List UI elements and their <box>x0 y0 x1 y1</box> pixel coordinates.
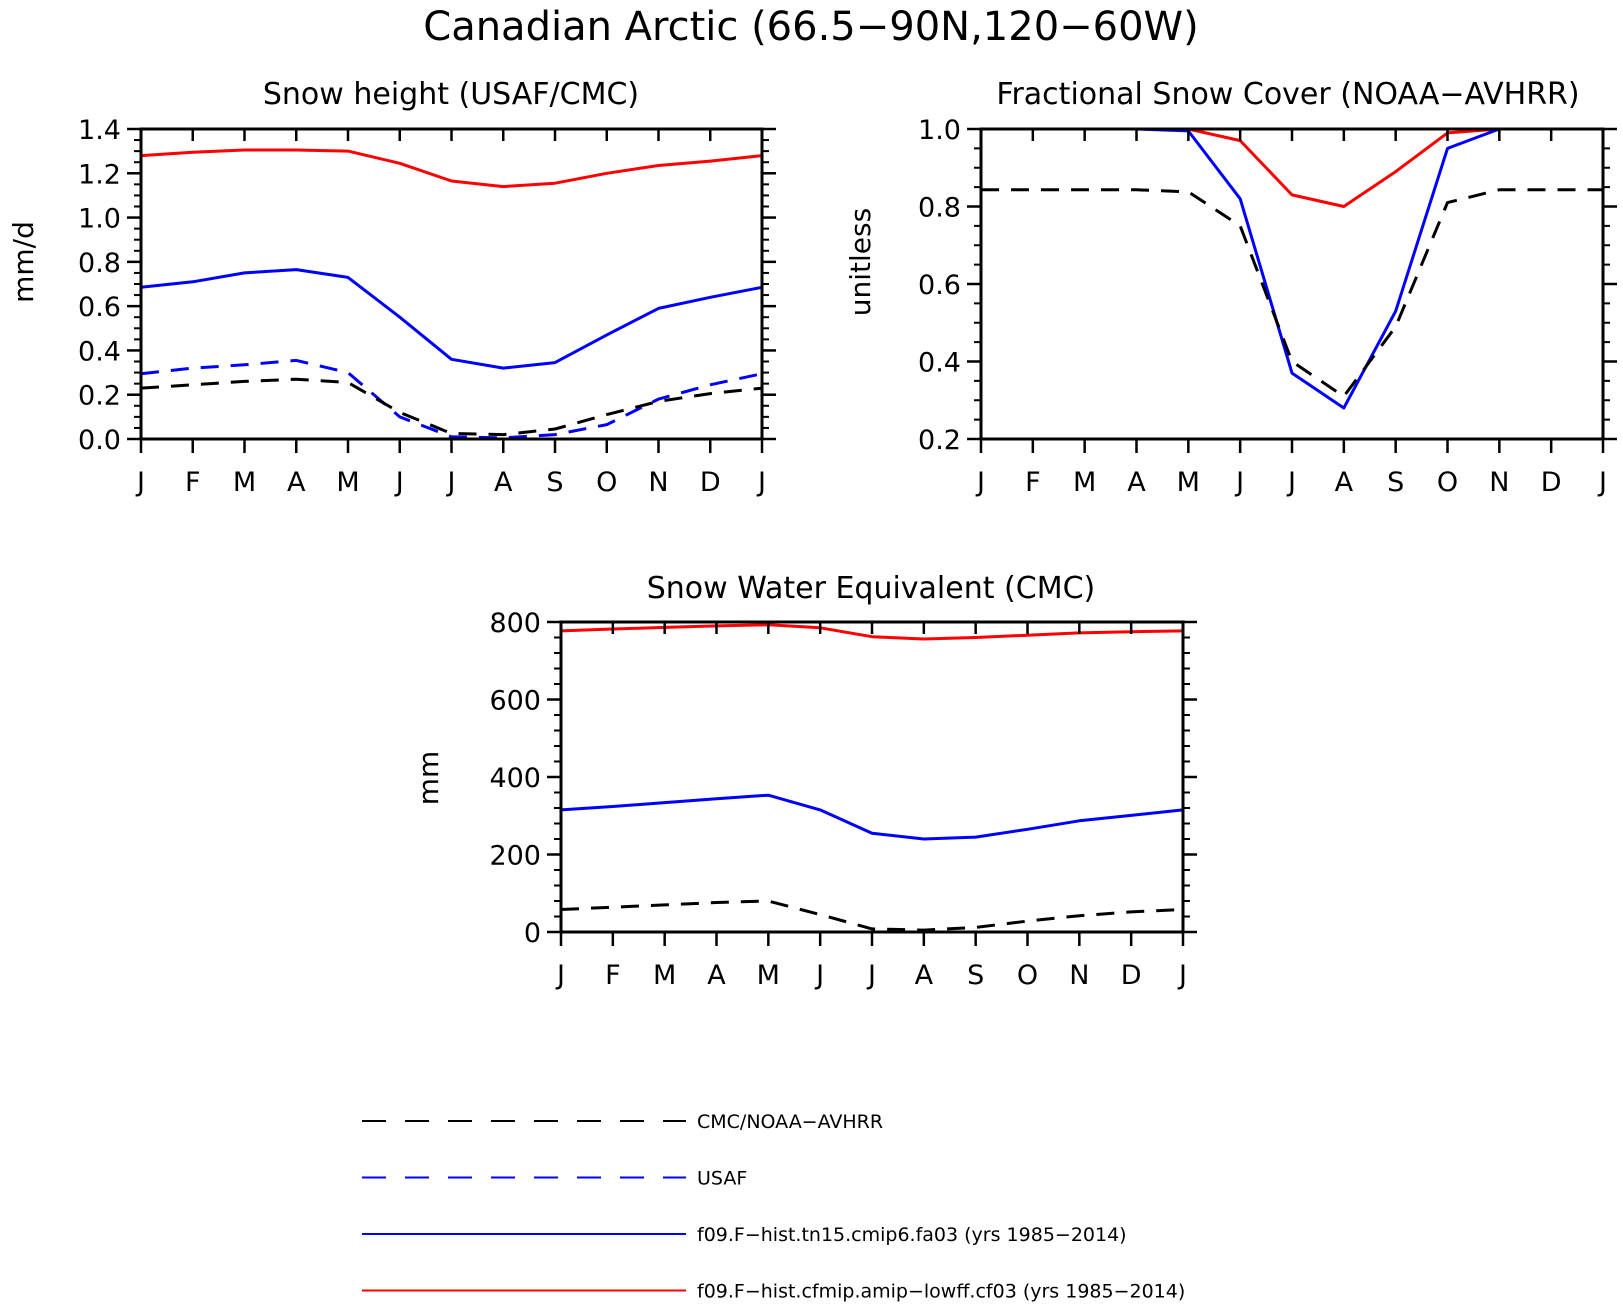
y-tick-label: 1.0 <box>78 204 121 235</box>
legend-label-obs: CMC/NOAA−AVHRR <box>697 1111 883 1133</box>
y-tick-label: 0.0 <box>78 425 121 456</box>
legend-label-usaf: USAF <box>697 1168 747 1190</box>
series-line-tn15 <box>981 127 1603 410</box>
x-tick-label: D <box>1121 960 1142 991</box>
panel-title: Snow Water Equivalent (CMC) <box>647 571 1095 606</box>
series-line-tn15 <box>140 268 763 370</box>
x-tick-label: M <box>653 960 676 991</box>
x-tick-label: F <box>605 960 621 991</box>
y-tick-label: 200 <box>489 841 541 872</box>
x-tick-label: O <box>1017 960 1038 991</box>
x-tick-label: M <box>1073 467 1096 498</box>
x-tick-label: S <box>1387 467 1404 498</box>
y-tick-label: 0.8 <box>918 193 961 224</box>
y-tick-label: 0.2 <box>918 425 961 456</box>
x-tick-label: M <box>233 467 256 498</box>
plot-frame <box>979 127 1605 441</box>
y-axis-label: mm/d <box>7 221 40 303</box>
panel-fractional-snow-cover: Fractional Snow Cover (NOAA−AVHRR) unitl… <box>844 77 1617 498</box>
series-line-tn15 <box>560 793 1184 841</box>
y-tick-label: 0.4 <box>78 336 121 367</box>
x-tick-label: M <box>336 467 359 498</box>
x-tick-label: D <box>1541 467 1562 498</box>
x-tick-label: J <box>866 960 876 991</box>
x-tick-label: A <box>1127 467 1146 498</box>
x-tick-label: J <box>394 467 404 498</box>
x-tick-label: J <box>1597 467 1607 498</box>
y-tick-label: 0 <box>524 918 541 949</box>
y-tick-label: 1.0 <box>918 115 961 146</box>
plot-area: J F M A M J J A S O N D J0.00.20.40.60.81.01.21.4 <box>78 115 776 498</box>
plot-frame <box>559 620 1185 934</box>
legend: CMC/NOAA−AVHRR USAF f09.F−hist.tn15.cmip6.… <box>362 1111 1185 1303</box>
x-tick-label: J <box>1234 467 1244 498</box>
series-line-obs <box>981 188 1603 398</box>
x-tick-label: J <box>975 467 985 498</box>
y-tick-label: 0.2 <box>78 381 121 412</box>
x-tick-label: J <box>814 960 824 991</box>
x-tick-label: A <box>707 960 726 991</box>
x-tick-label: S <box>967 960 984 991</box>
y-tick-label: 800 <box>489 608 541 639</box>
x-tick-label: S <box>546 467 563 498</box>
series-line-obs <box>140 377 763 437</box>
y-tick-label: 0.6 <box>918 270 961 301</box>
x-tick-label: J <box>135 467 145 498</box>
x-tick-label: M <box>757 960 780 991</box>
x-tick-label: J <box>756 467 766 498</box>
y-tick-label: 400 <box>489 763 541 794</box>
x-tick-label: J <box>1177 960 1187 991</box>
y-tick-label: 600 <box>489 686 541 717</box>
x-tick-label: J <box>446 467 456 498</box>
x-tick-label: F <box>185 467 201 498</box>
plot-frame <box>139 127 764 441</box>
x-tick-label: A <box>1335 467 1354 498</box>
x-tick-label: D <box>700 467 721 498</box>
panel-title: Snow height (USAF/CMC) <box>263 77 639 112</box>
y-axis-label: mm <box>412 751 445 806</box>
series-line-cf03 <box>140 148 763 189</box>
y-axis-label: unitless <box>844 208 877 316</box>
x-tick-label: A <box>287 467 306 498</box>
series-line-obs <box>560 899 1184 932</box>
y-tick-label: 1.2 <box>78 159 121 190</box>
x-tick-label: N <box>648 467 668 498</box>
plot-area: J F M A M J J A S O N D J0.20.40.60.81.0 <box>918 115 1617 498</box>
x-tick-label: J <box>1286 467 1296 498</box>
y-tick-label: 0.6 <box>78 292 121 323</box>
x-tick-label: J <box>555 960 565 991</box>
panel-title: Fractional Snow Cover (NOAA−AVHRR) <box>996 77 1579 112</box>
legend-label-tn15: f09.F−hist.tn15.cmip6.fa03 (yrs 1985−201… <box>697 1224 1127 1246</box>
x-tick-label: F <box>1025 467 1041 498</box>
figure-title: Canadian Arctic (66.5−90N,120−60W) <box>423 4 1198 50</box>
legend-label-cf03: f09.F−hist.cfmip.amip−lowff.cf03 (yrs 19… <box>697 1281 1185 1303</box>
series-line-usaf <box>140 358 763 440</box>
x-tick-label: A <box>915 960 934 991</box>
x-tick-label: N <box>1069 960 1089 991</box>
x-tick-label: O <box>596 467 617 498</box>
x-tick-label: A <box>494 467 513 498</box>
y-tick-label: 0.8 <box>78 248 121 279</box>
x-tick-label: N <box>1489 467 1509 498</box>
y-tick-label: 1.4 <box>78 115 121 146</box>
x-tick-label: M <box>1177 467 1200 498</box>
x-tick-label: O <box>1437 467 1458 498</box>
y-tick-label: 0.4 <box>918 348 961 379</box>
